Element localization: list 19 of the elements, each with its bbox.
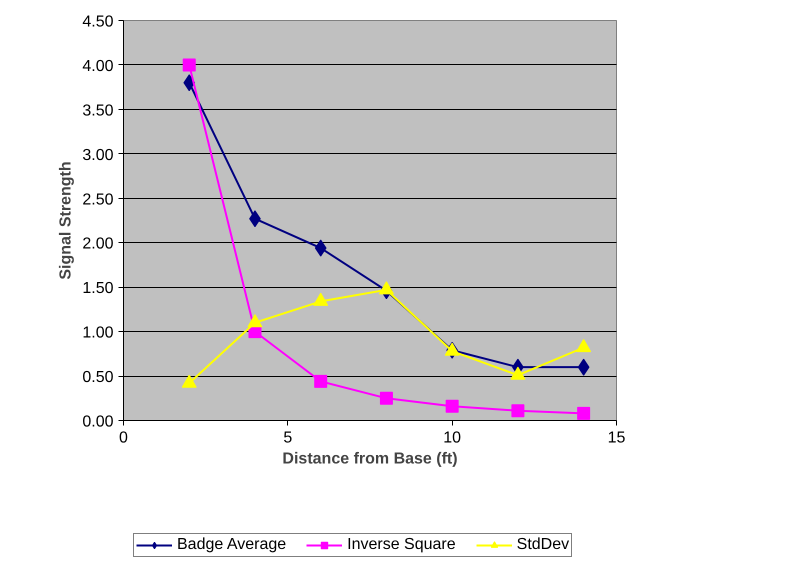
x-tick-label: 0 xyxy=(119,430,128,446)
legend-label: Inverse Square xyxy=(347,536,456,554)
y-tick-label: 2.00 xyxy=(82,236,114,253)
y-tick-label: 4.00 xyxy=(82,58,114,75)
y-tick-label: 2.50 xyxy=(82,191,114,208)
y-axis-title: Signal Strength xyxy=(57,161,74,280)
x-axis-title: Distance from Base (ft) xyxy=(282,450,458,468)
x-tick-label: 15 xyxy=(608,430,626,446)
y-tick-label: 3.00 xyxy=(82,146,114,164)
y-tick-label: 0.50 xyxy=(82,369,114,386)
y-tick-label: 4.50 xyxy=(82,14,114,30)
y-tick-label: 3.50 xyxy=(82,102,114,120)
y-tick-label: 1.50 xyxy=(82,280,114,298)
legend-label: Badge Average xyxy=(177,536,286,554)
x-tick-label: 5 xyxy=(283,430,292,446)
x-tick-label: 10 xyxy=(443,430,462,446)
legend-label: StdDev xyxy=(516,536,570,554)
y-tick-label: 1.00 xyxy=(82,324,114,342)
y-tick-label: 0.00 xyxy=(82,414,114,430)
